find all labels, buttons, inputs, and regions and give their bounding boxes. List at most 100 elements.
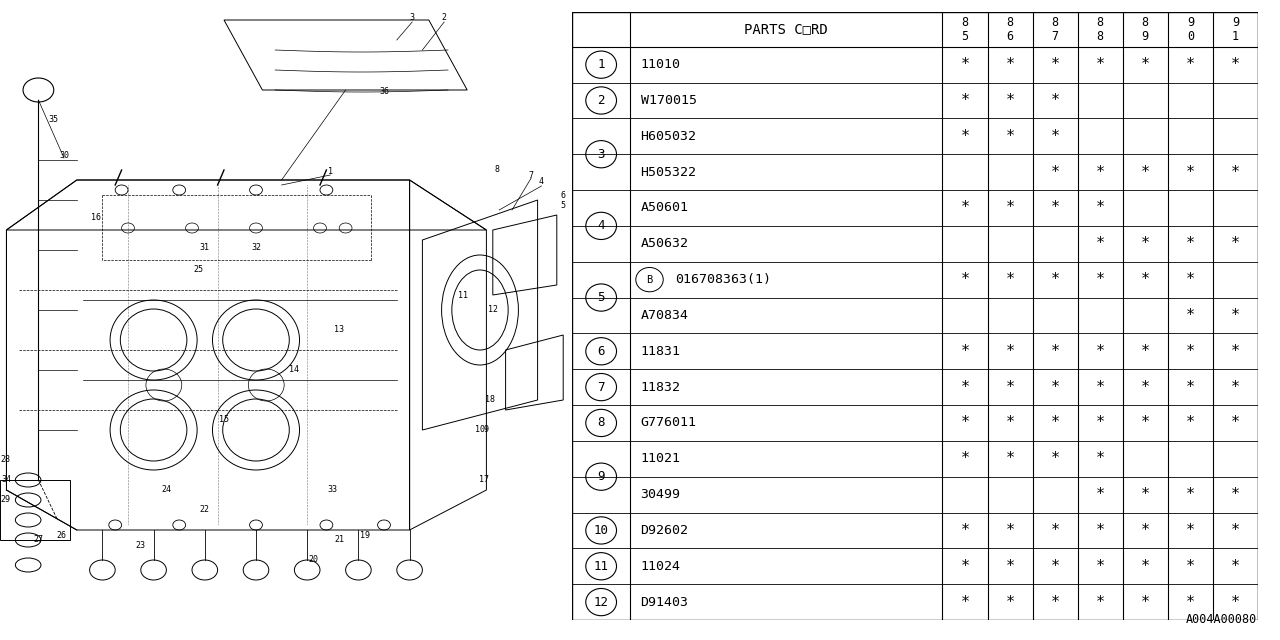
Text: *: * xyxy=(960,523,969,538)
Text: 5: 5 xyxy=(598,291,605,304)
Text: 9: 9 xyxy=(484,426,489,435)
Text: *: * xyxy=(960,380,969,395)
Text: *: * xyxy=(1006,272,1015,287)
Text: *: * xyxy=(1006,595,1015,609)
Text: 6: 6 xyxy=(598,345,605,358)
Text: *: * xyxy=(960,451,969,467)
Text: *: * xyxy=(1231,487,1240,502)
Text: 2: 2 xyxy=(442,13,447,22)
Text: *: * xyxy=(1096,236,1105,252)
Text: A70834: A70834 xyxy=(640,309,689,322)
Text: D91403: D91403 xyxy=(640,596,689,609)
Text: 9: 9 xyxy=(1231,16,1239,29)
Text: *: * xyxy=(1140,559,1149,573)
Text: 20: 20 xyxy=(308,556,319,564)
Text: 30499: 30499 xyxy=(640,488,681,501)
Text: 24: 24 xyxy=(161,486,172,495)
Text: 7: 7 xyxy=(529,170,534,179)
Text: 23: 23 xyxy=(136,541,146,550)
Text: D92602: D92602 xyxy=(640,524,689,537)
Text: *: * xyxy=(1051,272,1060,287)
Text: *: * xyxy=(960,200,969,216)
Text: *: * xyxy=(1051,415,1060,431)
Text: *: * xyxy=(1185,236,1196,252)
Text: 5: 5 xyxy=(961,30,969,43)
Text: 27: 27 xyxy=(33,536,44,545)
Text: *: * xyxy=(1006,93,1015,108)
Text: *: * xyxy=(1051,200,1060,216)
Text: *: * xyxy=(1006,380,1015,395)
Text: *: * xyxy=(1231,380,1240,395)
Text: H605032: H605032 xyxy=(640,130,696,143)
Text: *: * xyxy=(1231,344,1240,359)
Text: *: * xyxy=(1051,93,1060,108)
Text: G776011: G776011 xyxy=(640,417,696,429)
Text: *: * xyxy=(1096,523,1105,538)
Text: 8: 8 xyxy=(1097,30,1103,43)
Text: B: B xyxy=(646,275,653,285)
Text: *: * xyxy=(1096,164,1105,180)
Text: 4: 4 xyxy=(539,177,544,186)
Text: *: * xyxy=(1185,559,1196,573)
Text: *: * xyxy=(1006,451,1015,467)
Text: *: * xyxy=(1231,57,1240,72)
Text: 10: 10 xyxy=(475,426,485,435)
Text: *: * xyxy=(1231,236,1240,252)
Text: *: * xyxy=(960,57,969,72)
Text: 31: 31 xyxy=(200,243,210,253)
Text: 14: 14 xyxy=(289,365,300,374)
Text: *: * xyxy=(1140,487,1149,502)
Text: *: * xyxy=(1231,308,1240,323)
Text: 8: 8 xyxy=(1142,16,1149,29)
Text: *: * xyxy=(1051,451,1060,467)
Text: 21: 21 xyxy=(334,536,344,545)
Text: PARTS C□RD: PARTS C□RD xyxy=(745,22,828,36)
Text: 11831: 11831 xyxy=(640,345,681,358)
Text: *: * xyxy=(1231,164,1240,180)
Text: 32: 32 xyxy=(251,243,261,253)
Text: 7: 7 xyxy=(1052,30,1059,43)
Text: 34: 34 xyxy=(1,476,12,484)
Text: 18: 18 xyxy=(485,396,495,404)
Text: 7: 7 xyxy=(598,381,605,394)
Text: *: * xyxy=(1051,164,1060,180)
Text: 29: 29 xyxy=(0,495,10,504)
Text: 0: 0 xyxy=(1187,30,1194,43)
Text: 22: 22 xyxy=(200,506,210,515)
Text: 6: 6 xyxy=(561,191,566,200)
Text: A004A00080: A004A00080 xyxy=(1185,613,1257,626)
Text: 8: 8 xyxy=(598,417,605,429)
Text: 11021: 11021 xyxy=(640,452,681,465)
Text: 8: 8 xyxy=(1006,16,1014,29)
Text: *: * xyxy=(1096,57,1105,72)
Text: *: * xyxy=(1006,129,1015,144)
Text: 3: 3 xyxy=(598,148,605,161)
Text: *: * xyxy=(1051,380,1060,395)
Text: *: * xyxy=(1140,595,1149,609)
Text: A50601: A50601 xyxy=(640,202,689,214)
Text: *: * xyxy=(960,129,969,144)
Text: 016708363(1): 016708363(1) xyxy=(675,273,771,286)
Text: *: * xyxy=(1185,272,1196,287)
Text: *: * xyxy=(1140,57,1149,72)
Text: *: * xyxy=(1185,523,1196,538)
Text: *: * xyxy=(1140,344,1149,359)
Text: 25: 25 xyxy=(193,266,204,275)
Text: 4: 4 xyxy=(598,220,605,232)
Text: *: * xyxy=(1140,164,1149,180)
Text: 26: 26 xyxy=(56,531,67,540)
Text: *: * xyxy=(1231,523,1240,538)
Text: 36: 36 xyxy=(379,88,389,97)
Text: 15: 15 xyxy=(219,415,229,424)
Text: *: * xyxy=(1006,559,1015,573)
Text: *: * xyxy=(960,559,969,573)
Text: *: * xyxy=(960,595,969,609)
Text: *: * xyxy=(1051,595,1060,609)
Text: *: * xyxy=(1231,595,1240,609)
Text: *: * xyxy=(1051,559,1060,573)
Text: 11: 11 xyxy=(594,560,609,573)
Text: 11: 11 xyxy=(458,291,468,300)
Text: H505322: H505322 xyxy=(640,166,696,179)
Text: 8: 8 xyxy=(494,166,499,175)
Text: *: * xyxy=(1051,57,1060,72)
